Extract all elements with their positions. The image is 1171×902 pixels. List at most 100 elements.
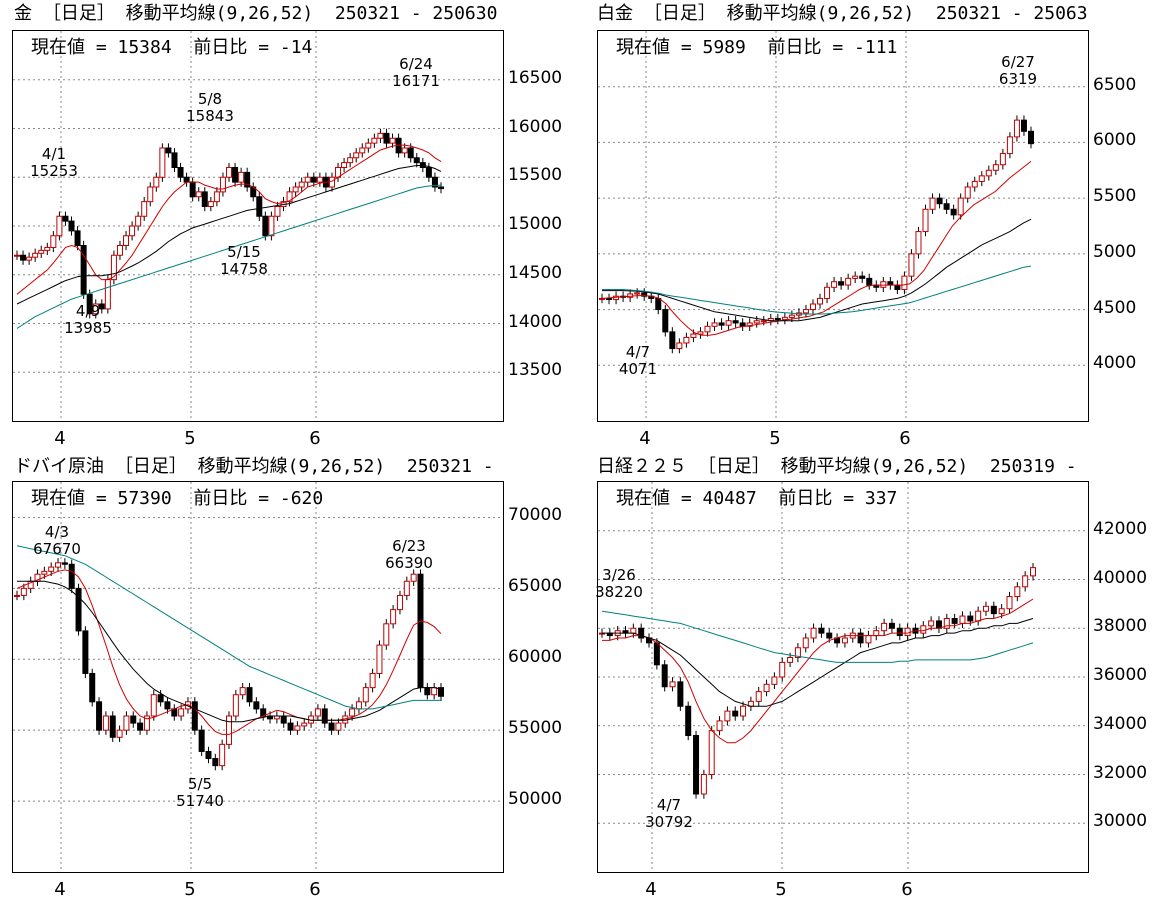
candle bbox=[98, 303, 105, 310]
y-tick-label: 60000 bbox=[508, 647, 563, 668]
candle bbox=[369, 672, 376, 689]
candle bbox=[48, 566, 55, 572]
candle bbox=[116, 245, 123, 256]
y-tick-label: 36000 bbox=[1093, 665, 1148, 685]
candle bbox=[866, 277, 873, 286]
candle bbox=[41, 570, 48, 575]
candle bbox=[641, 292, 648, 297]
candle bbox=[82, 630, 89, 674]
candle bbox=[341, 162, 348, 168]
candle bbox=[390, 609, 397, 625]
candle bbox=[901, 275, 908, 291]
y-tick-label: 40000 bbox=[1093, 567, 1148, 588]
ma9-line bbox=[16, 144, 442, 295]
y-tick-label: 55000 bbox=[508, 718, 563, 739]
candle bbox=[676, 342, 683, 350]
candle bbox=[328, 176, 335, 188]
candle bbox=[431, 687, 438, 696]
candle bbox=[401, 147, 408, 154]
candle bbox=[1030, 567, 1036, 577]
annotation-date: 6/24 bbox=[399, 55, 433, 73]
candle bbox=[310, 176, 317, 183]
annotation-value: 30792 bbox=[645, 813, 693, 831]
x-tick-label: 4 bbox=[645, 879, 657, 900]
candle bbox=[817, 297, 824, 305]
candle bbox=[178, 708, 185, 717]
candle bbox=[286, 191, 293, 203]
candle bbox=[915, 231, 922, 255]
annotation-value: 6319 bbox=[998, 70, 1038, 88]
annotation-value: 4071 bbox=[618, 360, 658, 378]
candle bbox=[606, 297, 613, 301]
plot-area: 現在値 = 5989 前日比 = -111 bbox=[597, 30, 1089, 422]
candle bbox=[304, 176, 311, 183]
candle bbox=[74, 230, 81, 246]
candle bbox=[732, 710, 739, 717]
candle bbox=[724, 710, 731, 722]
candle bbox=[403, 580, 410, 596]
candle bbox=[75, 587, 82, 632]
candle bbox=[232, 694, 239, 717]
candle bbox=[802, 309, 809, 314]
y-tick-label: 6000 bbox=[1093, 130, 1137, 151]
candle bbox=[116, 729, 123, 738]
candle bbox=[971, 180, 978, 188]
candle bbox=[92, 303, 99, 315]
candle bbox=[244, 171, 251, 188]
candle bbox=[662, 309, 669, 333]
candle bbox=[262, 215, 269, 237]
candle bbox=[859, 275, 866, 279]
candle bbox=[130, 715, 137, 724]
annotation-date: 4/7 bbox=[656, 796, 682, 814]
candle bbox=[314, 708, 321, 717]
candle bbox=[417, 573, 424, 689]
annotation-date: 3/26 bbox=[602, 566, 636, 584]
candle bbox=[349, 708, 356, 717]
candle bbox=[359, 147, 366, 154]
annotation-value: 16171 bbox=[392, 72, 440, 90]
chart-title: 金 ［日足］ 移動平均線(9,26,52) 250321 - 250630 bbox=[14, 3, 498, 24]
candle bbox=[207, 201, 214, 207]
candle bbox=[1014, 586, 1021, 598]
candle bbox=[1006, 596, 1013, 610]
price-annotation: 4/9 13985 bbox=[64, 303, 112, 337]
candle bbox=[371, 137, 378, 144]
candle bbox=[677, 681, 684, 707]
chart-panel-platinum: 白金 ［日足］ 移動平均線(9,26,52) 250321 - 25063 現在… bbox=[585, 0, 1171, 451]
candle bbox=[852, 275, 859, 279]
candle bbox=[975, 610, 982, 622]
annotation-date: 4/7 bbox=[625, 343, 651, 361]
candle bbox=[865, 635, 872, 644]
candle bbox=[137, 722, 144, 731]
candle bbox=[888, 622, 895, 629]
y-tick-label: 14500 bbox=[508, 262, 563, 283]
x-tick-label: 4 bbox=[54, 879, 66, 900]
candle bbox=[894, 284, 901, 291]
candlestick-chart bbox=[13, 482, 503, 872]
candle bbox=[794, 647, 801, 658]
candle bbox=[697, 331, 704, 335]
candle bbox=[669, 331, 676, 350]
chart-panel-gold: 金 ［日足］ 移動平均線(9,26,52) 250321 - 250630 現在… bbox=[0, 0, 585, 451]
candle bbox=[982, 605, 989, 612]
y-tick-label: 13500 bbox=[508, 360, 563, 381]
annotation-date: 5/8 bbox=[197, 90, 223, 108]
candlestick-chart bbox=[598, 482, 1088, 872]
y-tick-label: 5000 bbox=[1093, 241, 1137, 262]
ma52-line bbox=[16, 184, 442, 329]
candle bbox=[191, 701, 198, 731]
candle bbox=[904, 627, 911, 637]
candle bbox=[246, 687, 253, 703]
price-annotation: 3/26 38220 bbox=[595, 567, 643, 601]
candle bbox=[68, 220, 75, 232]
candle bbox=[950, 208, 957, 216]
current-value-text: 現在値 = 15384 前日比 = -14 bbox=[31, 37, 313, 58]
candle bbox=[292, 186, 299, 193]
chart-title: 日経２２５ ［日足］ 移動平均線(9,26,52) 250319 - bbox=[597, 456, 1077, 477]
candle bbox=[353, 152, 360, 159]
chart-panel-dubai-crude: ドバイ原油 ［日足］ 移動平均線(9,26,52) 250321 - 現在値 =… bbox=[0, 451, 585, 902]
candle bbox=[321, 708, 328, 724]
candle bbox=[438, 186, 444, 190]
candle bbox=[655, 297, 662, 311]
plot-area: 現在値 = 57390 前日比 = -620 bbox=[12, 481, 504, 873]
